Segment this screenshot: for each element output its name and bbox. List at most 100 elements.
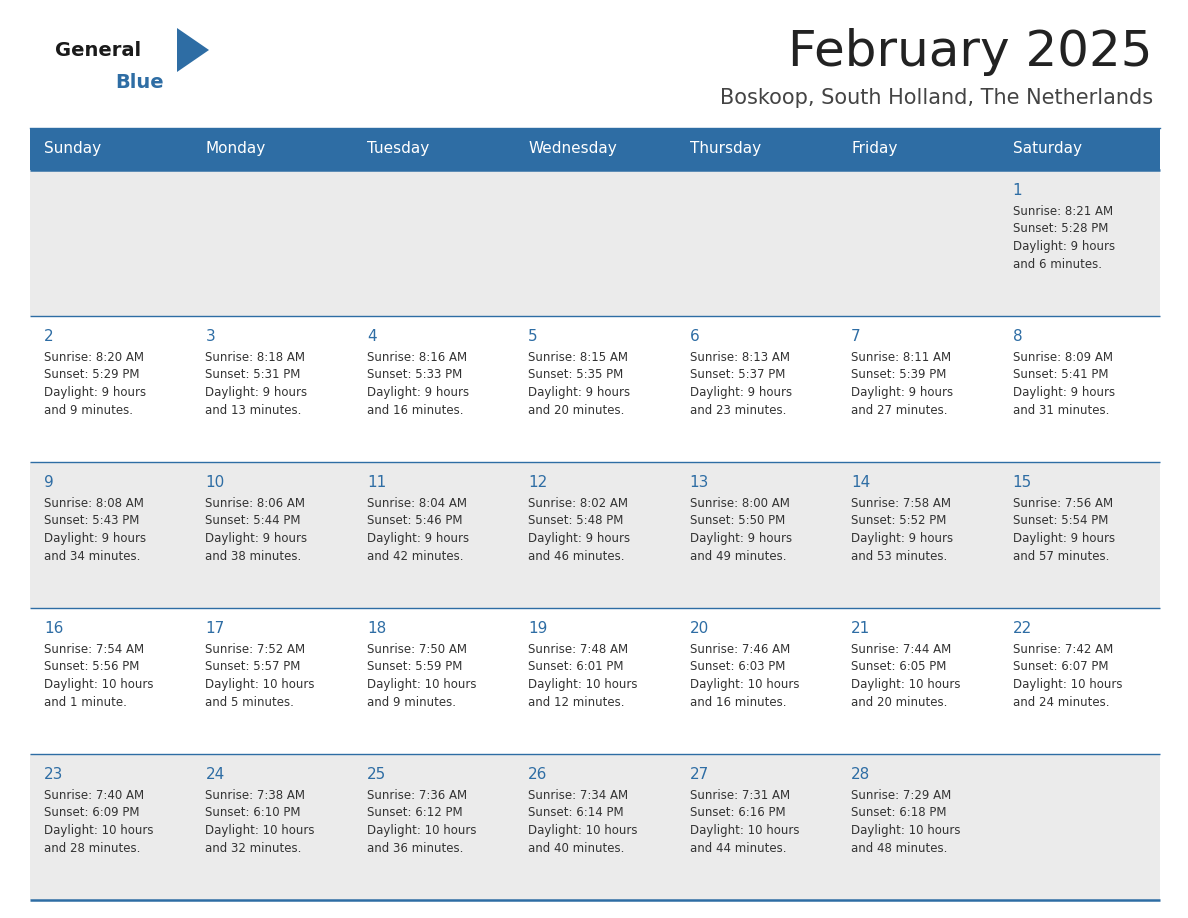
Text: Sunrise: 8:02 AM: Sunrise: 8:02 AM <box>529 497 628 510</box>
Text: 16: 16 <box>44 621 63 636</box>
Text: Sunrise: 7:52 AM: Sunrise: 7:52 AM <box>206 643 305 656</box>
Text: Sunrise: 8:20 AM: Sunrise: 8:20 AM <box>44 351 144 364</box>
Text: Sunset: 6:09 PM: Sunset: 6:09 PM <box>44 807 139 820</box>
Text: Sunset: 5:59 PM: Sunset: 5:59 PM <box>367 660 462 674</box>
Text: Sunrise: 8:06 AM: Sunrise: 8:06 AM <box>206 497 305 510</box>
Text: 19: 19 <box>529 621 548 636</box>
Text: Daylight: 9 hours: Daylight: 9 hours <box>690 386 792 399</box>
Text: Daylight: 10 hours: Daylight: 10 hours <box>690 678 800 691</box>
Text: 2: 2 <box>44 329 53 344</box>
Text: General: General <box>55 40 141 60</box>
Text: Sunrise: 8:11 AM: Sunrise: 8:11 AM <box>851 351 952 364</box>
Text: Sunset: 6:05 PM: Sunset: 6:05 PM <box>851 660 947 674</box>
Text: 10: 10 <box>206 475 225 490</box>
Text: Sunrise: 7:34 AM: Sunrise: 7:34 AM <box>529 789 628 802</box>
Text: Daylight: 9 hours: Daylight: 9 hours <box>690 532 792 545</box>
Text: 3: 3 <box>206 329 215 344</box>
Text: Sunset: 6:07 PM: Sunset: 6:07 PM <box>1012 660 1108 674</box>
Text: 15: 15 <box>1012 475 1032 490</box>
Text: and 23 minutes.: and 23 minutes. <box>690 404 786 417</box>
Text: 11: 11 <box>367 475 386 490</box>
Text: Daylight: 10 hours: Daylight: 10 hours <box>367 824 476 837</box>
Text: Sunset: 6:10 PM: Sunset: 6:10 PM <box>206 807 301 820</box>
Text: Sunrise: 7:40 AM: Sunrise: 7:40 AM <box>44 789 144 802</box>
Text: Daylight: 9 hours: Daylight: 9 hours <box>44 532 146 545</box>
Text: Friday: Friday <box>851 141 897 156</box>
Text: and 38 minutes.: and 38 minutes. <box>206 550 302 563</box>
Text: 4: 4 <box>367 329 377 344</box>
Text: Sunrise: 7:46 AM: Sunrise: 7:46 AM <box>690 643 790 656</box>
Text: Daylight: 9 hours: Daylight: 9 hours <box>1012 240 1114 253</box>
Text: Sunset: 5:28 PM: Sunset: 5:28 PM <box>1012 222 1108 236</box>
Text: Sunrise: 8:04 AM: Sunrise: 8:04 AM <box>367 497 467 510</box>
Text: Sunrise: 8:16 AM: Sunrise: 8:16 AM <box>367 351 467 364</box>
Text: Sunrise: 7:48 AM: Sunrise: 7:48 AM <box>529 643 628 656</box>
Text: Sunrise: 7:29 AM: Sunrise: 7:29 AM <box>851 789 952 802</box>
Text: Sunset: 5:29 PM: Sunset: 5:29 PM <box>44 368 139 382</box>
Text: Sunrise: 8:15 AM: Sunrise: 8:15 AM <box>529 351 628 364</box>
Text: Daylight: 10 hours: Daylight: 10 hours <box>44 678 153 691</box>
Text: 5: 5 <box>529 329 538 344</box>
Text: Sunrise: 7:36 AM: Sunrise: 7:36 AM <box>367 789 467 802</box>
Text: Sunset: 5:33 PM: Sunset: 5:33 PM <box>367 368 462 382</box>
Text: Sunrise: 8:18 AM: Sunrise: 8:18 AM <box>206 351 305 364</box>
Text: and 32 minutes.: and 32 minutes. <box>206 842 302 855</box>
Text: and 13 minutes.: and 13 minutes. <box>206 404 302 417</box>
Text: Sunrise: 7:42 AM: Sunrise: 7:42 AM <box>1012 643 1113 656</box>
Text: and 16 minutes.: and 16 minutes. <box>367 404 463 417</box>
Bar <box>30 608 1159 754</box>
Text: Daylight: 10 hours: Daylight: 10 hours <box>851 824 961 837</box>
Text: Sunrise: 7:58 AM: Sunrise: 7:58 AM <box>851 497 952 510</box>
Text: Sunset: 5:44 PM: Sunset: 5:44 PM <box>206 514 301 528</box>
Text: Sunset: 5:46 PM: Sunset: 5:46 PM <box>367 514 462 528</box>
Text: 1: 1 <box>1012 183 1022 198</box>
Text: Daylight: 10 hours: Daylight: 10 hours <box>690 824 800 837</box>
Text: Sunrise: 7:54 AM: Sunrise: 7:54 AM <box>44 643 144 656</box>
Text: Daylight: 10 hours: Daylight: 10 hours <box>851 678 961 691</box>
Text: Sunset: 6:14 PM: Sunset: 6:14 PM <box>529 807 624 820</box>
Text: and 44 minutes.: and 44 minutes. <box>690 842 786 855</box>
Text: Daylight: 9 hours: Daylight: 9 hours <box>1012 532 1114 545</box>
Text: 7: 7 <box>851 329 861 344</box>
Text: 20: 20 <box>690 621 709 636</box>
Text: Sunrise: 7:44 AM: Sunrise: 7:44 AM <box>851 643 952 656</box>
Text: Daylight: 9 hours: Daylight: 9 hours <box>206 386 308 399</box>
Text: 12: 12 <box>529 475 548 490</box>
Text: Daylight: 9 hours: Daylight: 9 hours <box>1012 386 1114 399</box>
Text: 14: 14 <box>851 475 871 490</box>
Text: Sunset: 5:50 PM: Sunset: 5:50 PM <box>690 514 785 528</box>
Text: Sunrise: 7:38 AM: Sunrise: 7:38 AM <box>206 789 305 802</box>
Text: Daylight: 9 hours: Daylight: 9 hours <box>851 532 953 545</box>
Text: Sunset: 5:48 PM: Sunset: 5:48 PM <box>529 514 624 528</box>
Text: and 20 minutes.: and 20 minutes. <box>851 696 948 709</box>
Text: Sunset: 5:37 PM: Sunset: 5:37 PM <box>690 368 785 382</box>
Text: and 24 minutes.: and 24 minutes. <box>1012 696 1110 709</box>
Text: Sunset: 6:16 PM: Sunset: 6:16 PM <box>690 807 785 820</box>
Text: 9: 9 <box>44 475 53 490</box>
Text: 18: 18 <box>367 621 386 636</box>
Text: Sunset: 5:52 PM: Sunset: 5:52 PM <box>851 514 947 528</box>
Text: Sunrise: 8:08 AM: Sunrise: 8:08 AM <box>44 497 144 510</box>
Text: and 49 minutes.: and 49 minutes. <box>690 550 786 563</box>
Text: Sunset: 6:03 PM: Sunset: 6:03 PM <box>690 660 785 674</box>
Text: and 9 minutes.: and 9 minutes. <box>367 696 456 709</box>
Text: Sunrise: 8:09 AM: Sunrise: 8:09 AM <box>1012 351 1113 364</box>
Text: and 46 minutes.: and 46 minutes. <box>529 550 625 563</box>
Text: Daylight: 9 hours: Daylight: 9 hours <box>529 386 631 399</box>
Text: February 2025: February 2025 <box>789 28 1154 76</box>
Bar <box>30 316 1159 462</box>
Text: and 57 minutes.: and 57 minutes. <box>1012 550 1108 563</box>
Text: 6: 6 <box>690 329 700 344</box>
Text: 21: 21 <box>851 621 871 636</box>
Text: Monday: Monday <box>206 141 266 156</box>
Text: Tuesday: Tuesday <box>367 141 429 156</box>
Text: Sunset: 5:57 PM: Sunset: 5:57 PM <box>206 660 301 674</box>
Text: Sunset: 5:54 PM: Sunset: 5:54 PM <box>1012 514 1108 528</box>
Text: and 1 minute.: and 1 minute. <box>44 696 127 709</box>
Bar <box>30 462 1159 608</box>
Text: 13: 13 <box>690 475 709 490</box>
Text: and 53 minutes.: and 53 minutes. <box>851 550 947 563</box>
Text: Sunset: 6:01 PM: Sunset: 6:01 PM <box>529 660 624 674</box>
Text: Daylight: 9 hours: Daylight: 9 hours <box>44 386 146 399</box>
Polygon shape <box>177 28 209 72</box>
